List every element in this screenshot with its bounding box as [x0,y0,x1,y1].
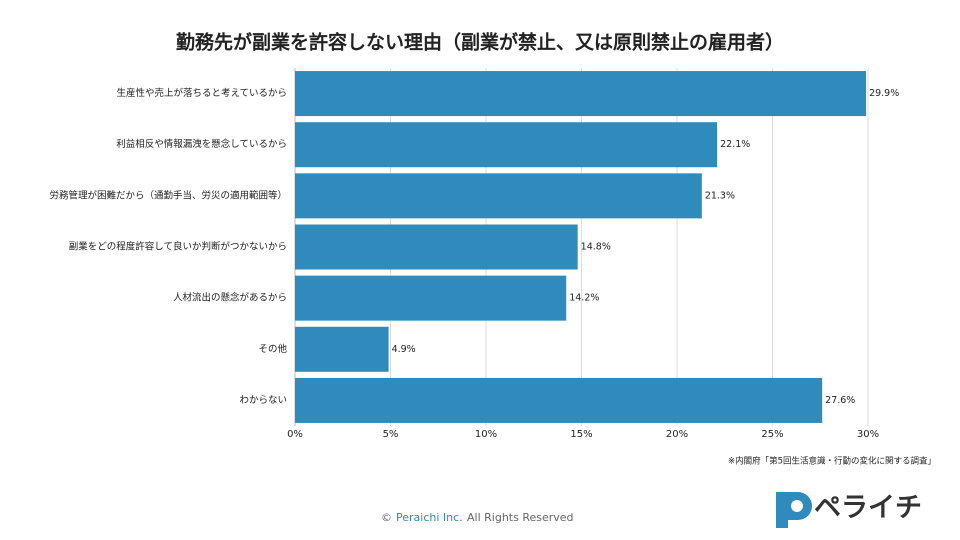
logo-text: ペライチ [814,493,922,524]
value-label: 21.3% [705,190,735,201]
y-tick-label: わからない [239,395,287,406]
footer-company: Peraichi Inc. [396,511,463,524]
value-label: 22.1% [720,139,750,150]
bar [295,326,389,372]
bar [295,275,567,321]
logo-icon [776,492,812,528]
y-tick-label: 労務管理が困難だから（通勤手当、労災の適用範囲等） [49,189,287,201]
x-tick-label: 5% [383,429,399,440]
source-note: ※内閣府「第5回生活意識・行動の変化に関する調査」 [728,456,936,467]
value-label: 4.9% [392,344,416,355]
y-tick-label: 利益相反や情報漏洩を懸念しているから [116,138,287,150]
bar [295,122,718,168]
x-tick-label: 10% [475,429,497,440]
x-tick-label: 30% [857,429,879,440]
bar [295,173,702,219]
footer-symbol: © [381,511,392,524]
x-tick-label: 20% [666,429,688,440]
y-tick-label: 人材流出の懸念があるから [173,292,287,304]
value-label: 14.2% [569,293,599,304]
x-tick-label: 25% [761,429,783,440]
bar [295,377,823,423]
y-tick-label: その他 [258,343,287,355]
footer-rights: All Rights Reserved [467,511,574,524]
y-tick-label: 生産性や売上が落ちると考えているから [116,87,287,99]
value-label: 29.9% [869,88,899,99]
value-label: 14.8% [581,242,611,253]
chart-title: 勤務先が副業を許容しない理由（副業が禁止、又は原則禁止の雇用者） [176,31,784,54]
value-label: 27.6% [825,395,855,406]
bar [295,224,578,270]
x-tick-label: 15% [570,429,592,440]
x-tick-label: 0% [287,429,303,440]
y-tick-label: 副業をどの程度許容して良いか判断がつかないから [69,241,287,253]
bar [295,71,867,117]
